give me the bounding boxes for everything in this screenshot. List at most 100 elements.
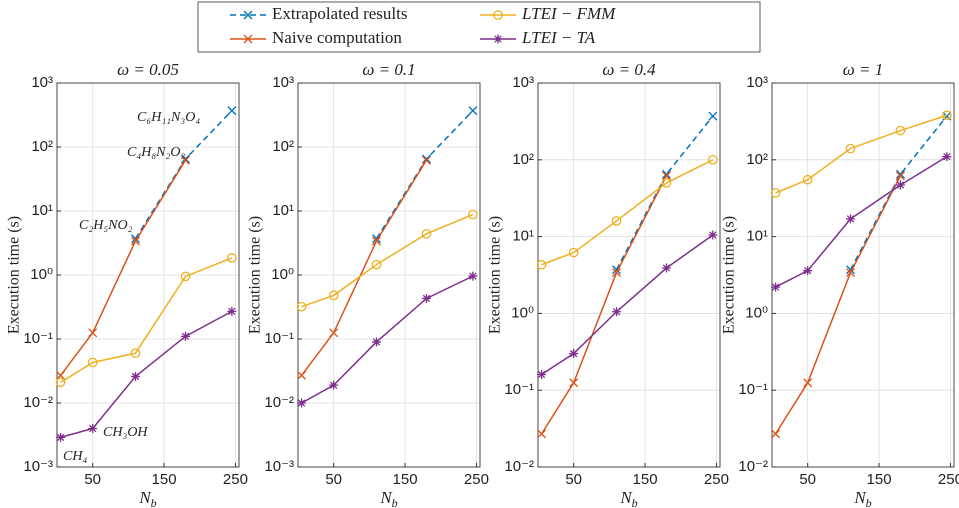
x-axis-label-base: N <box>619 488 633 507</box>
y-tick-label: 10⁰ <box>30 266 53 283</box>
subplot: 10⁻² 10⁻¹ 10⁰ 10¹ 10² 10³ 50 150 250 ω = 1 Nb Execu… <box>721 60 959 508</box>
x-axis-label: Nb <box>379 488 397 508</box>
subplot-title: ω = 1 <box>843 60 883 79</box>
marker <box>131 371 141 381</box>
y-tick-label: 10⁻³ <box>23 458 53 475</box>
marker <box>468 209 478 220</box>
series-line <box>849 115 948 271</box>
marker <box>468 271 478 281</box>
marker <box>55 377 66 388</box>
x-axis-label-base: N <box>853 488 867 507</box>
plot-area <box>538 83 720 467</box>
axes-frame <box>771 82 955 468</box>
legend: Extrapolated results Naive computation LTE… <box>230 4 616 47</box>
subplot: 10⁻³ 10⁻² 10⁻¹ 10⁰ 10¹ 10² 10³ 50 150 250 ω = 0.1 N… <box>247 60 489 508</box>
marker <box>942 152 952 162</box>
marker <box>372 337 382 347</box>
y-tick-label: 10² <box>746 151 768 168</box>
axes-frame <box>56 82 240 468</box>
subplot: 10⁻³ 10⁻² 10⁻¹ 10⁰ 10¹ 10² 10³ 50 150 250 ω = 0.05… <box>6 60 248 508</box>
marker <box>611 216 622 226</box>
marker <box>803 378 813 388</box>
marker <box>227 253 237 263</box>
x-tick-label: 150 <box>152 471 177 488</box>
marker <box>296 301 307 312</box>
y-tick-label: 10¹ <box>746 228 768 245</box>
x-tick-label: 150 <box>867 471 892 488</box>
y-tick-label: 10⁻² <box>504 458 534 475</box>
legend-marker <box>243 34 253 44</box>
marker <box>895 125 906 136</box>
marker <box>227 106 237 116</box>
marker <box>569 349 579 359</box>
marker <box>371 259 382 270</box>
marker <box>771 429 781 439</box>
marker <box>422 154 431 164</box>
subplot-title: ω = 0.4 <box>602 60 656 79</box>
x-tick-label: 250 <box>223 471 248 488</box>
marker <box>802 174 813 185</box>
series-line <box>615 115 714 271</box>
y-tick-label: 10⁻³ <box>264 458 294 475</box>
y-tick-label: 10⁻¹ <box>738 381 768 398</box>
marker <box>708 154 718 165</box>
legend-marker <box>243 10 253 20</box>
marker <box>56 370 66 380</box>
marker <box>297 398 307 408</box>
marker <box>612 307 622 317</box>
x-tick-label: 150 <box>633 471 658 488</box>
marker <box>180 331 190 341</box>
y-axis-label: Execution time (s) <box>721 216 738 334</box>
x-tick-label: 50 <box>565 471 582 488</box>
marker <box>422 155 431 165</box>
y-tick-label: 10² <box>272 138 294 155</box>
marker <box>181 155 190 165</box>
marker <box>180 271 191 282</box>
marker <box>372 236 381 246</box>
x-tick-label: 250 <box>704 471 729 488</box>
marker <box>803 266 813 276</box>
marker <box>846 268 855 278</box>
series-line <box>300 159 428 376</box>
series-line <box>775 114 948 194</box>
marker <box>771 282 781 292</box>
y-tick-label: 10² <box>512 151 534 168</box>
x-axis-label: Nb <box>138 488 156 508</box>
y-tick-label: 10⁻² <box>738 458 768 475</box>
x-axis-label-sub: b <box>632 496 638 508</box>
marker <box>770 188 781 198</box>
legend-label: LTEI − FMM <box>521 4 616 23</box>
x-tick-label: 250 <box>464 471 489 488</box>
y-tick-label: 10⁰ <box>271 266 294 283</box>
y-axis-label: Execution time (s) <box>487 216 504 334</box>
marker <box>895 180 905 190</box>
marker <box>896 169 905 179</box>
annotation: C₆H₁₁N₃O₄ <box>137 110 200 125</box>
marker <box>846 214 856 224</box>
marker <box>708 111 718 121</box>
x-tick-label: 50 <box>325 471 342 488</box>
x-tick-label: 250 <box>938 471 959 488</box>
marker <box>131 236 140 246</box>
legend-marker <box>493 34 503 44</box>
marker <box>329 380 339 390</box>
marker <box>662 169 671 179</box>
y-tick-label: 10⁰ <box>511 304 534 321</box>
marker <box>662 171 671 181</box>
y-tick-label: 10⁰ <box>745 304 768 321</box>
marker <box>468 106 478 116</box>
marker <box>612 268 621 278</box>
marker <box>896 171 905 181</box>
marker <box>421 293 431 303</box>
marker <box>568 247 579 258</box>
axes-frame <box>297 82 481 468</box>
marker <box>569 378 579 388</box>
marker <box>708 230 718 240</box>
marker <box>329 328 339 338</box>
marker <box>537 429 547 439</box>
y-tick-label: 10³ <box>272 74 294 91</box>
annotation: C₄H₈N₂O₃ <box>127 145 185 160</box>
y-tick-label: 10⁻¹ <box>23 330 53 347</box>
series-line <box>541 159 714 266</box>
